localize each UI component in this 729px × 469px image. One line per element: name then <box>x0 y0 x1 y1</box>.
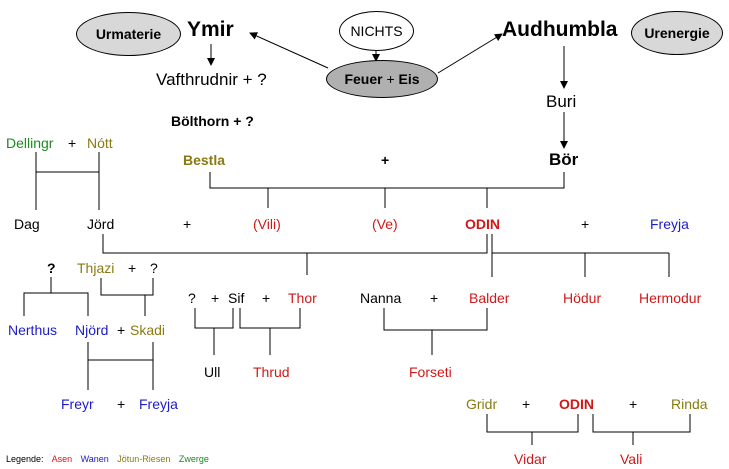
freyja-bottom: Freyja <box>139 396 178 412</box>
feuer-label: Feuer <box>344 71 383 87</box>
bracket-bestla-bor <box>209 172 565 189</box>
bracket-nanna-balder <box>383 308 488 331</box>
legend-jotun: Jötun-Riesen <box>117 454 171 464</box>
thor-plus-1: + <box>211 290 220 306</box>
bor: Bör <box>549 150 579 169</box>
arrow-to-audhumbla <box>437 33 503 74</box>
buri: Buri <box>546 92 577 111</box>
feuer-eis-ellipse: Feuer + Eis <box>326 60 438 98</box>
wanen-question-2: ? <box>150 260 158 276</box>
bestla-plus: + <box>381 152 390 168</box>
dellingr: Dellingr <box>6 135 54 151</box>
rinda: Rinda <box>671 396 708 412</box>
thor: Thor <box>288 290 317 306</box>
vali: Vali <box>620 451 643 467</box>
feuer-eis-plus: + <box>386 71 395 87</box>
gridr-plus: + <box>522 396 531 412</box>
nichts-label: NICHTS <box>350 23 403 39</box>
vafthrudnir: Vafthrudnir + ? <box>156 70 267 89</box>
urmaterie-ellipse: Urmaterie <box>76 12 181 56</box>
thor-plus-2: + <box>262 290 271 306</box>
legend: Legende: Asen Wanen Jötun-Riesen Zwerge <box>6 454 215 465</box>
freyja-top: Freyja <box>650 216 689 232</box>
legend-zwerge: Zwerge <box>178 454 209 464</box>
vili: (Vili) <box>253 216 281 232</box>
urmaterie-label: Urmaterie <box>95 26 162 42</box>
nanna-plus: + <box>430 290 439 306</box>
bracket-dellingr-nott <box>35 152 100 173</box>
vidar: Vidar <box>514 451 547 467</box>
hermodur: Hermodur <box>639 290 702 306</box>
legend-asen: Asen <box>51 454 73 464</box>
ull: Ull <box>204 364 221 380</box>
rinda-plus: + <box>629 396 638 412</box>
skadi: Skadi <box>130 322 166 338</box>
ymir: Ymir <box>187 18 234 41</box>
nichts-ellipse: NICHTS <box>339 11 414 51</box>
dag: Dag <box>14 216 40 232</box>
thor-question: ? <box>188 290 196 306</box>
bracket-odin-sons <box>491 234 669 254</box>
bracket-thjazi <box>100 278 154 296</box>
njord: Njörd <box>75 322 109 338</box>
dellingr-plus: + <box>68 135 77 151</box>
legend-title: Legende: <box>6 454 44 464</box>
odin: ODIN <box>465 216 500 232</box>
jord: Jörd <box>87 216 115 232</box>
bracket-nerthus-njord <box>23 292 89 316</box>
freyr: Freyr <box>61 396 94 412</box>
urenergie-label: Urenergie <box>644 25 710 41</box>
sons-plus-2: + <box>581 216 590 232</box>
ve: (Ve) <box>372 216 398 232</box>
freyr-plus: + <box>117 396 126 412</box>
bracket-njord-skadi <box>87 342 154 361</box>
sons-plus-1: + <box>183 216 192 232</box>
hodur: Hödur <box>563 290 602 306</box>
nott: Nótt <box>87 135 113 151</box>
thjazi-plus: + <box>128 260 137 276</box>
urenergie-ellipse: Urenergie <box>631 11 723 55</box>
njord-plus: + <box>117 322 126 338</box>
sif: Sif <box>228 290 245 306</box>
bolthorn: Bölthorn + ? <box>171 113 254 129</box>
bracket-sif-thor <box>239 308 301 329</box>
nanna: Nanna <box>360 290 402 306</box>
thjazi: Thjazi <box>77 260 115 276</box>
bracket-jord-odin <box>102 234 488 254</box>
eis-label: Eis <box>398 71 420 87</box>
bracket-gridr-odin <box>486 414 579 433</box>
bestla: Bestla <box>183 152 226 168</box>
bracket-q-sif <box>194 308 234 329</box>
gridr: Gridr <box>466 396 498 412</box>
odin-bottom: ODIN <box>559 396 594 412</box>
audhumbla: Audhumbla <box>502 18 618 41</box>
bracket-odin-rinda <box>592 414 691 433</box>
arrow-to-ymir <box>249 32 329 69</box>
balder: Balder <box>469 290 510 306</box>
wanen-question-1: ? <box>47 260 56 276</box>
forseti: Forseti <box>409 364 452 380</box>
legend-wanen: Wanen <box>80 454 109 464</box>
nerthus: Nerthus <box>8 322 58 338</box>
thrud: Thrud <box>253 364 290 380</box>
